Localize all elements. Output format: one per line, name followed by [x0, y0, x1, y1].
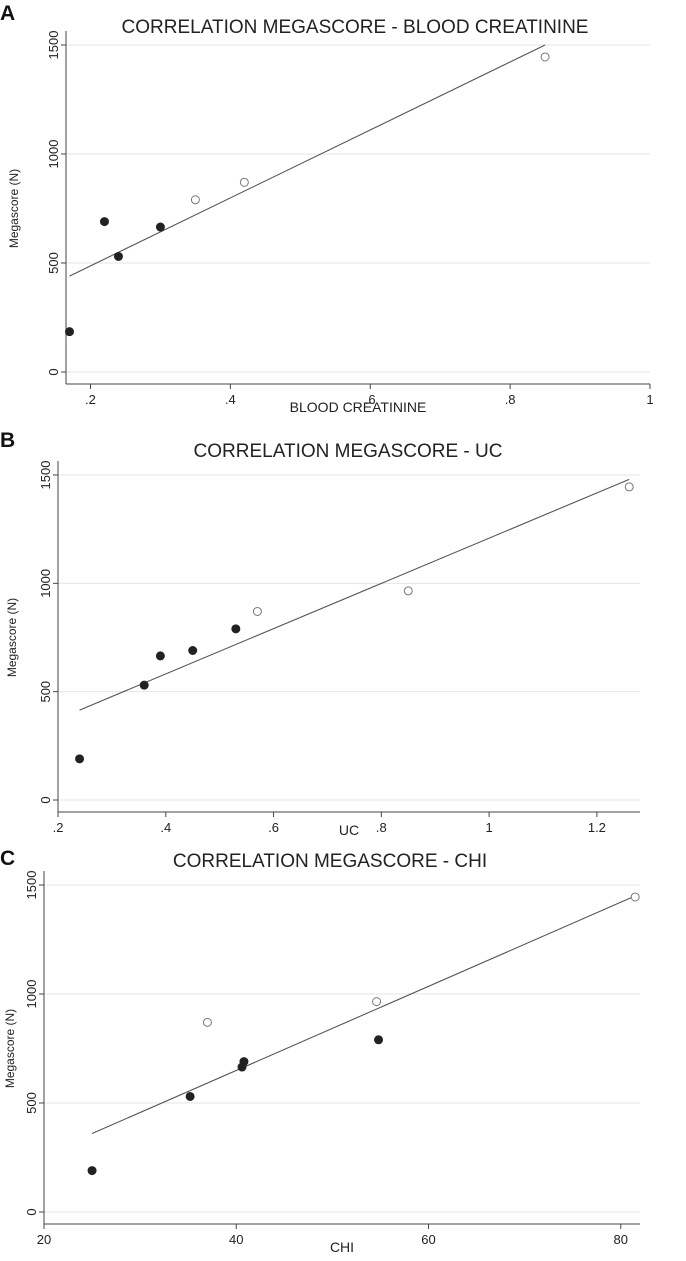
y-tick-label: 0 — [46, 368, 61, 375]
x-tick-label: 20 — [37, 1232, 51, 1247]
data-point-hollow — [372, 997, 382, 1007]
y-axis-label: Megascore (N) — [5, 598, 19, 677]
y-tick-label: 0 — [38, 796, 53, 803]
data-point-filled — [75, 754, 85, 764]
chart-title: CORRELATION MEGASCORE - BLOOD CREATININE — [122, 17, 589, 38]
data-point-hollow — [403, 586, 413, 596]
gridlines — [44, 884, 640, 1213]
y-tick-label: 1000 — [38, 569, 53, 598]
data-point-filled — [139, 680, 149, 690]
y-tick-label: 1000 — [46, 140, 61, 169]
data-point-filled — [64, 327, 74, 337]
data-point-filled — [185, 1091, 195, 1101]
x-axis-label: CHI — [330, 1239, 354, 1255]
x-tick-label: .4 — [225, 392, 236, 407]
data-points — [87, 892, 640, 1176]
x-ticks: 20 40 60 80 — [37, 1224, 628, 1247]
data-point-hollow — [630, 892, 640, 902]
chart-b: B CORRELATION MEGASCORE - UC 0 500 1000 150… — [0, 429, 640, 838]
y-tick-label: 500 — [24, 1092, 39, 1114]
x-axis-label: UC — [339, 822, 359, 838]
data-point-filled — [188, 646, 198, 655]
y-ticks: 0 500 1000 1500 — [46, 31, 66, 376]
x-tick-label: 40 — [229, 1232, 243, 1247]
panel-letter: B — [0, 429, 15, 452]
chart-c: C CORRELATION MEGASCORE - CHI 0 500 1000 15… — [0, 847, 640, 1255]
x-tick-label: 1 — [485, 820, 492, 835]
x-tick-label: .8 — [376, 820, 387, 835]
data-point-hollow — [252, 607, 262, 616]
data-point-hollow — [202, 1017, 212, 1027]
y-tick-label: 0 — [24, 1208, 39, 1215]
data-points — [75, 482, 634, 764]
y-axis-label: Megascore (N) — [3, 1009, 17, 1088]
data-point-filled — [239, 1057, 249, 1067]
panel-a: A CORRELATION MEGASCORE - BLOOD CREATINI… — [0, 0, 686, 425]
x-tick-label: 80 — [614, 1232, 628, 1247]
y-ticks: 0 500 1000 1500 — [38, 461, 58, 804]
data-point-filled — [231, 624, 241, 634]
data-point-filled — [374, 1035, 384, 1045]
gridlines — [66, 44, 650, 373]
data-point-filled — [87, 1166, 97, 1176]
data-point-hollow — [540, 52, 550, 62]
data-point-filled — [155, 651, 165, 661]
x-ticks: .2 .4 .6 .8 1 1.2 — [53, 812, 606, 835]
x-tick-label: .4 — [160, 820, 171, 835]
data-point-hollow — [239, 177, 249, 187]
data-point-hollow — [190, 195, 200, 205]
x-tick-label: 60 — [421, 1232, 435, 1247]
y-tick-label: 500 — [38, 681, 53, 703]
regression-line — [79, 478, 630, 711]
panel-b: B CORRELATION MEGASCORE - UC 0 500 1000 150… — [0, 425, 686, 845]
x-tick-label: .2 — [85, 392, 96, 407]
regression-line — [91, 895, 636, 1135]
panel-c: C CORRELATION MEGASCORE - CHI 0 500 1000 15… — [0, 845, 686, 1261]
y-tick-label: 1000 — [24, 980, 39, 1009]
x-tick-label: .6 — [365, 392, 376, 407]
regression-line — [69, 44, 546, 277]
y-tick-label: 1500 — [46, 31, 61, 60]
x-tick-label: .2 — [53, 820, 64, 835]
panel-letter: A — [0, 2, 15, 25]
y-axis-label: Megascore (N) — [7, 169, 21, 248]
chart-title: CORRELATION MEGASCORE - UC — [194, 441, 503, 462]
y-ticks: 0 500 1000 1500 — [24, 871, 44, 1216]
data-point-filled — [113, 251, 123, 261]
data-point-filled — [99, 217, 109, 227]
x-tick-label: 1 — [646, 392, 653, 407]
data-points — [64, 52, 550, 337]
y-tick-label: 1500 — [38, 461, 53, 490]
panel-letter: C — [0, 847, 15, 870]
data-point-hollow — [624, 482, 634, 492]
chart-a: A CORRELATION MEGASCORE - BLOOD CREATINI… — [0, 2, 654, 415]
x-tick-label: 1.2 — [588, 820, 606, 835]
y-tick-label: 500 — [46, 252, 61, 274]
y-tick-label: 1500 — [24, 871, 39, 900]
gridlines — [58, 474, 640, 801]
x-axis-label: BLOOD CREATININE — [290, 399, 427, 415]
chart-title: CORRELATION MEGASCORE - CHI — [173, 851, 487, 872]
x-ticks: .2 .4 .6 .8 1 — [85, 384, 654, 407]
x-tick-label: .8 — [505, 392, 516, 407]
data-point-filled — [155, 222, 165, 232]
x-tick-label: .6 — [268, 820, 279, 835]
